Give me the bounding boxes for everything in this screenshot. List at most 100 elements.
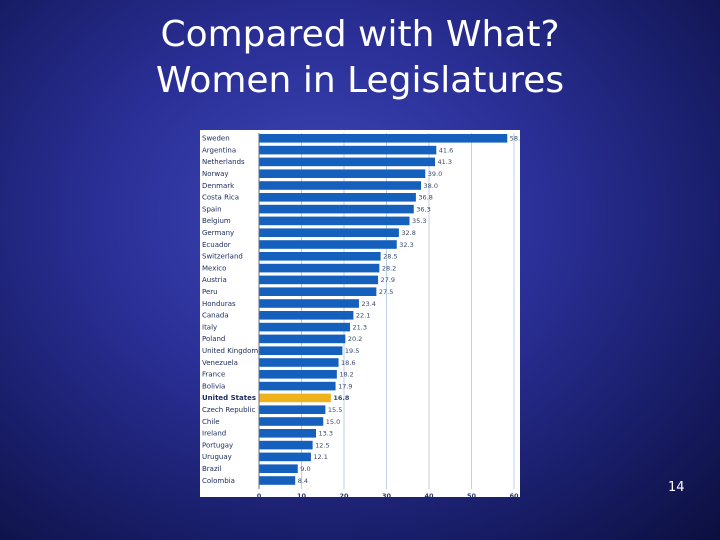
category-label: Argentina [202, 146, 236, 154]
category-label: Denmark [202, 182, 235, 190]
value-label: 22.1 [356, 312, 370, 320]
value-label: 15.0 [326, 418, 340, 426]
value-label: 36.8 [418, 194, 432, 202]
x-tick-label: 60 [509, 492, 519, 497]
bar [259, 263, 380, 273]
category-label: Germany [202, 229, 234, 237]
bar [259, 252, 381, 261]
x-tick-label: 10 [297, 492, 307, 497]
bar [259, 299, 359, 308]
slide-title: Compared with What? Women in Legislature… [0, 12, 720, 104]
value-label: 28.2 [382, 264, 396, 272]
category-label: Peru [202, 288, 218, 296]
value-label: 27.5 [379, 288, 393, 296]
bar [259, 429, 317, 438]
value-label: 19.5 [345, 347, 359, 355]
category-label: Brazil [202, 465, 222, 473]
x-tick-label: 0 [257, 492, 262, 497]
category-label: Chile [202, 418, 220, 426]
bar [259, 440, 313, 450]
category-label: Italy [202, 323, 217, 331]
bar [259, 228, 399, 237]
bar [259, 452, 311, 462]
value-label: 27.9 [381, 276, 395, 284]
category-label: Norway [202, 170, 229, 178]
category-label: Costa Rica [202, 194, 239, 202]
bar [259, 169, 426, 178]
bar [259, 381, 336, 391]
value-label: 13.3 [319, 430, 333, 438]
value-label: 58.3 [510, 135, 520, 143]
bar [259, 145, 437, 155]
value-label: 18.6 [341, 359, 355, 367]
category-label: Venezuela [202, 359, 238, 367]
bar [259, 358, 339, 367]
bar-highlight [259, 393, 331, 403]
category-label: United Kingdom [202, 347, 258, 355]
bar [259, 157, 436, 167]
value-label: 15.5 [328, 406, 342, 414]
value-label: 9.0 [300, 465, 310, 473]
value-label: 32.8 [401, 229, 415, 237]
bar [259, 193, 416, 202]
bar [259, 476, 296, 485]
bar [259, 405, 326, 414]
x-tick-label: 40 [424, 492, 434, 497]
value-label: 36.3 [416, 205, 430, 213]
bar [259, 322, 351, 332]
category-label: Colombia [202, 477, 235, 485]
value-label: 23.4 [361, 300, 375, 308]
bar [259, 181, 421, 190]
value-label: 18.2 [339, 371, 353, 379]
value-label: 28.5 [383, 253, 397, 261]
bar [259, 240, 397, 249]
title-line-1: Compared with What? [160, 14, 560, 55]
value-label: 41.6 [439, 146, 453, 154]
x-tick-label: 30 [382, 492, 392, 497]
category-label: Ireland [202, 430, 226, 438]
bar [259, 134, 508, 143]
category-label: Belgium [202, 217, 231, 225]
bar [259, 370, 337, 379]
category-label: Austria [202, 276, 227, 284]
category-label: Uruguay [202, 453, 232, 461]
category-label: Bolivia [202, 382, 225, 390]
bar [259, 216, 410, 226]
bar [259, 275, 379, 285]
bar [259, 334, 346, 344]
bar [259, 287, 377, 296]
category-label: Canada [202, 312, 229, 320]
value-label: 17.9 [338, 382, 352, 390]
bar-chart: Sweden 58.3 Argentina 41.6 Netherlands 41.3 No… [202, 133, 520, 497]
title-line-2: Women in Legislatures [155, 60, 565, 101]
category-label: Mexico [202, 264, 226, 272]
value-label: 41.3 [438, 158, 452, 166]
category-label: France [202, 371, 225, 379]
bar [259, 464, 298, 473]
category-label: Switzerland [202, 253, 243, 261]
value-label: 39.0 [428, 170, 442, 178]
value-label: 35.3 [412, 217, 426, 225]
value-label: 21.3 [353, 323, 367, 331]
value-label: 20.2 [348, 335, 362, 343]
chart-panel: Sweden 58.3 Argentina 41.6 Netherlands 41.3 No… [200, 130, 520, 497]
value-label: 12.1 [313, 453, 327, 461]
bar [259, 417, 324, 426]
category-label: Portugay [202, 441, 233, 449]
x-tick-label: 50 [467, 492, 477, 497]
bar [259, 311, 354, 320]
category-label: Czech Republic [202, 406, 255, 414]
category-label: United States [202, 394, 256, 402]
value-label: 12.5 [315, 441, 329, 449]
value-label: 8.4 [298, 477, 308, 485]
x-tick-label: 20 [339, 492, 349, 497]
bar [259, 204, 414, 214]
value-label: 38.0 [424, 182, 438, 190]
category-label: Sweden [202, 135, 230, 143]
value-label: 32.3 [399, 241, 413, 249]
category-label: Honduras [202, 300, 236, 308]
category-label: Netherlands [202, 158, 245, 166]
category-label: Ecuador [202, 241, 231, 249]
slide-number: 14 [668, 480, 685, 495]
bar [259, 346, 343, 355]
